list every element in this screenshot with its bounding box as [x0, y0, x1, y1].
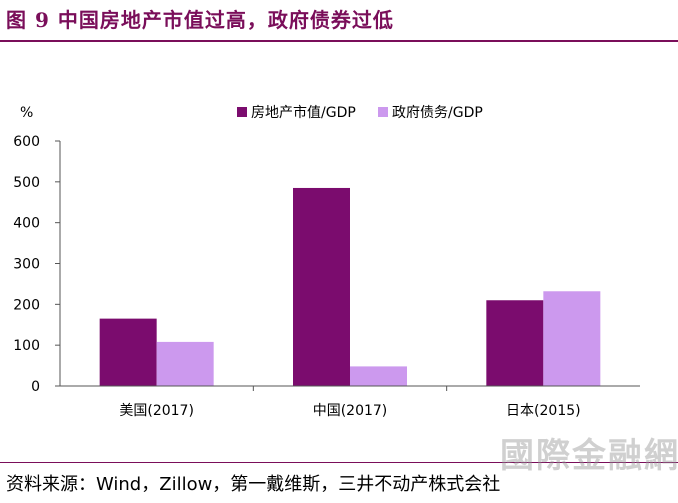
- bar-chart: % 房地产市值/GDP 政府债务/GDP 0100200300400500600 …: [13, 104, 640, 419]
- y-tick-label: 300: [13, 257, 40, 273]
- legend-swatch-2: [378, 107, 388, 117]
- bar-1-1: [99, 318, 157, 386]
- watermark: 國際金融網: [500, 436, 678, 476]
- footer-divider: [0, 462, 678, 463]
- legend: 房地产市值/GDP 政府债务/GDP: [237, 104, 483, 121]
- bar-2-1: [156, 341, 214, 386]
- bar-1-2: [293, 187, 350, 386]
- y-tick-label: 0: [31, 379, 40, 395]
- legend-swatch-1: [237, 107, 247, 117]
- y-tick-label: 400: [13, 216, 40, 232]
- legend-label-1: 房地产市值/GDP: [251, 104, 356, 121]
- source-note: 资料来源：Wind，Zillow，第一戴维斯，三井不动产株式会社: [6, 474, 501, 495]
- bar-2-2: [350, 366, 407, 386]
- x-category-label: 美国(2017): [119, 403, 194, 419]
- x-category-label: 日本(2015): [506, 403, 581, 419]
- y-tick-label: 500: [13, 175, 40, 191]
- y-axis-label: %: [20, 105, 33, 121]
- x-category-label: 中国(2017): [313, 403, 388, 419]
- y-tick-label: 600: [13, 134, 40, 150]
- x-axis: 美国(2017) 中国(2017) 日本(2015): [60, 385, 640, 419]
- figure-title: 图 9 中国房地产市值过高，政府债券过低: [6, 8, 394, 32]
- y-tick-label: 200: [13, 297, 40, 313]
- y-axis: 0 100 200 300 400 500 600: [13, 134, 61, 395]
- title-divider: [0, 40, 678, 42]
- bars: [99, 187, 601, 386]
- y-tick-label: 100: [13, 338, 40, 354]
- legend-label-2: 政府债务/GDP: [392, 105, 483, 121]
- bar-1-3: [486, 300, 544, 386]
- bar-2-3: [543, 291, 601, 386]
